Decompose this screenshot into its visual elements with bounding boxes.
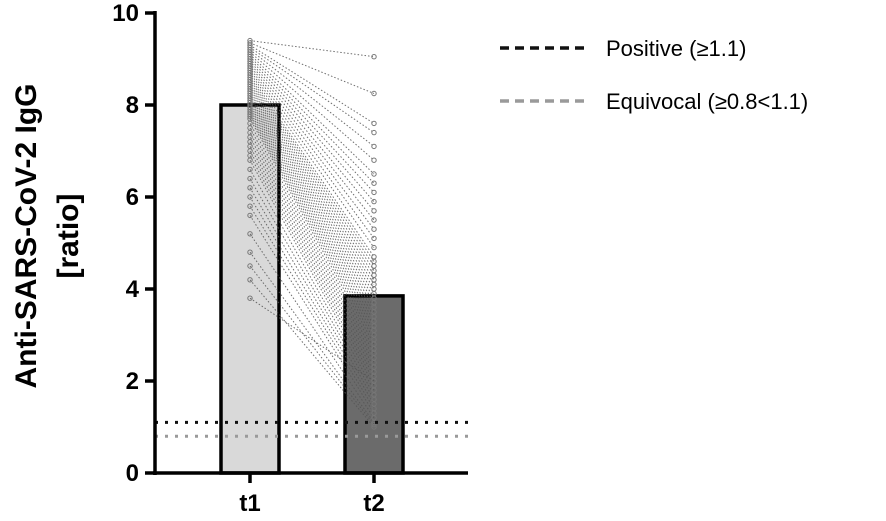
paired-line [249,136,375,363]
paired-line [249,74,375,258]
paired-line [249,169,375,391]
point-t1 [247,277,253,283]
legend-equivocal-label: Equivocal (≥0.8<1.1) [606,89,808,114]
plot-area: 0 2 4 6 8 10 t1 t2 [112,0,468,517]
paired-line [249,127,375,354]
paired-line [249,88,375,285]
reference-lines-group [155,420,468,438]
paired-line [249,132,375,359]
point-t2 [371,189,377,196]
point-t2 [371,120,377,127]
y-tick-label: 4 [126,276,140,303]
paired-line [249,49,375,147]
legend: Positive (≥1.1) Equivocal (≥0.8<1.1) [500,36,808,114]
paired-line [249,150,375,377]
paired-line [249,47,375,134]
paired-line [249,116,375,340]
point-t1 [247,113,253,120]
point-t2 [371,378,377,384]
point-t2 [371,54,377,60]
paired-line [249,67,375,230]
paired-line [249,42,375,94]
paired-lines-group [247,37,377,430]
paired-line [249,118,375,345]
y-tick-label: 6 [126,184,139,211]
point-t2 [371,244,377,251]
point-t1 [247,185,253,191]
paired-line [249,56,375,184]
point-t2 [371,180,377,186]
paired-line [249,81,375,271]
y-axis-title-line1: Anti-SARS-CoV-2 IgG [10,84,43,389]
point-t1 [247,212,253,219]
paired-line [249,79,375,267]
point-t2 [371,198,377,205]
point-t2 [371,235,377,242]
paired-line [249,40,375,58]
paired-line [249,251,375,423]
paired-line [249,123,375,350]
point-t2 [371,226,377,232]
paired-line [249,113,375,336]
point-t1 [247,295,253,301]
y-tick-label: 8 [126,92,139,119]
y-tick-label: 0 [126,460,139,487]
paired-line [249,54,375,175]
paired-line [249,97,375,304]
paired-line [249,109,375,327]
paired-line [249,51,375,161]
paired-line [249,84,375,276]
axes-group: 0 2 4 6 8 10 t1 t2 [112,0,468,517]
y-axis-title-line2: [ratio] [52,194,85,279]
paired-line [249,159,375,386]
bar-t1 [219,103,281,475]
point-t1 [247,263,253,269]
point-t1 [247,166,253,173]
point-t2 [371,422,377,428]
point-t1 [247,194,253,200]
legend-positive-label: Positive (≥1.1) [606,36,746,61]
point-t2 [371,424,377,430]
point-t2 [371,143,377,150]
paired-line [249,95,375,299]
paired-line [249,141,375,368]
y-tick-label: 2 [126,368,139,395]
paired-line [249,93,375,294]
point-t2 [371,90,377,97]
paired-line [249,155,375,382]
point-t2 [371,208,377,214]
paired-line [249,215,375,414]
paired-line [249,297,375,382]
paired-line [249,104,375,317]
paired-line [249,178,375,396]
point-t1 [247,175,253,182]
paired-line [249,107,375,322]
point-t1 [247,231,253,237]
paired-line [249,146,375,373]
point-t2 [371,157,377,163]
x-tick-label-t1: t1 [239,490,260,517]
point-t1 [247,249,253,255]
paired-line [249,205,375,409]
point-t1 [247,203,253,209]
point-t2 [371,171,377,177]
paired-line [249,90,375,290]
bar-t2 [343,294,405,475]
point-t1 [247,157,253,163]
paired-line [249,63,375,212]
x-tick-label-t2: t2 [363,490,384,517]
paired-line [249,58,375,193]
y-tick-label: 10 [112,0,139,27]
point-t2 [371,267,377,274]
point-t2 [371,129,377,136]
paired-line [249,279,375,428]
paired-line [249,187,375,400]
paired-line [249,65,375,221]
paired-line [249,72,375,248]
point-t2 [371,217,377,223]
